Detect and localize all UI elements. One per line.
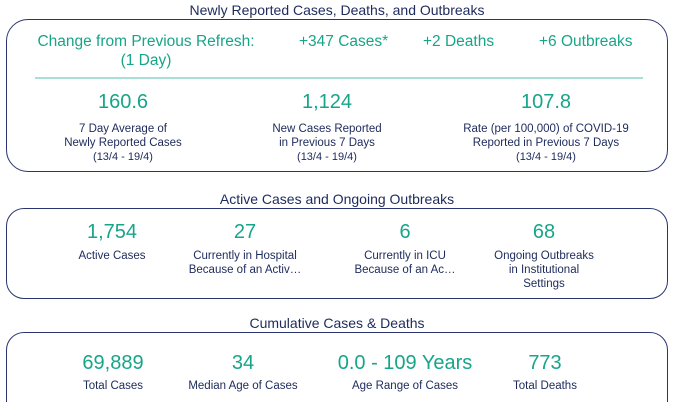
stat-desc-line1: Active Cases (78, 250, 146, 262)
stat-active-cases: 1,754 Active Cases (67, 220, 157, 263)
stat-label: Total Cases (82, 380, 144, 392)
stat-value: 0.0 - 109 Years (337, 352, 473, 374)
stat-desc-date: (13/4 - 19/4) (93, 151, 153, 163)
stat-ongoing-outbreaks: 68 Ongoing Outbreaks in Institutional Se… (479, 220, 609, 291)
deaths-change: +2 Deaths (423, 33, 495, 50)
stat-value: 69,889 (82, 352, 144, 374)
stat-total-deaths: 773 Total Deaths (495, 351, 595, 393)
stat-label: Age Range of Cases (351, 380, 459, 392)
active-section-title: Active Cases and Ongoing Outbreaks (219, 191, 455, 207)
cumulative-section-title: Cumulative Cases & Deaths (249, 315, 425, 331)
change-label-line2: (1 Day) (120, 52, 172, 69)
cases-change: +347 Cases* (299, 33, 389, 50)
outbreaks-change: +6 Outbreaks (539, 33, 633, 50)
stat-desc-line2: Because of an Activ… (188, 264, 302, 276)
stat-value: 107.8 (520, 91, 572, 113)
stat-desc-line2: Because of an Ac… (354, 264, 456, 276)
stat-desc-line2: Newly Reported Cases (64, 137, 182, 149)
stat-value: 160.6 (97, 91, 149, 113)
change-label: Change from Previous Refresh: (1 Day) (21, 32, 271, 70)
stat-7day-average: 160.6 7 Day Average of Newly Reported Ca… (43, 90, 203, 164)
stat-age-range: 0.0 - 109 Years Age Range of Cases (325, 351, 485, 393)
stat-value: 27 (233, 221, 257, 243)
stat-label: Median Age of Cases (188, 380, 298, 392)
stat-median-age: 34 Median Age of Cases (179, 351, 307, 393)
stat-in-hospital: 27 Currently in Hospital Because of an A… (177, 220, 313, 277)
stat-value: 773 (528, 352, 562, 374)
stat-desc-line2: Reported in Previous 7 Days (472, 137, 620, 149)
stat-desc-line1: 7 Day Average of (78, 123, 167, 135)
stat-value: 1,754 (86, 221, 138, 243)
stat-desc-date: (13/4 - 19/4) (516, 151, 576, 163)
stat-desc-line1: Ongoing Outbreaks (494, 250, 594, 262)
stat-total-cases: 69,889 Total Cases (63, 351, 163, 393)
summary-section-title: Newly Reported Cases, Deaths, and Outbre… (189, 2, 485, 18)
stat-desc-line1: Rate (per 100,000) of COVID-19 (463, 123, 629, 135)
stat-value: 34 (231, 352, 255, 374)
stat-value: 6 (399, 221, 411, 243)
divider (35, 77, 643, 79)
stat-value: 68 (532, 221, 556, 243)
stat-desc-date: (13/4 - 19/4) (297, 151, 357, 163)
cumulative-panel: 69,889 Total Cases 34 Median Age of Case… (6, 332, 668, 402)
stat-label: Total Deaths (513, 380, 577, 392)
stat-desc-line1: New Cases Reported (272, 123, 382, 135)
stat-new-cases-7days: 1,124 New Cases Reported in Previous 7 D… (247, 90, 407, 164)
stat-value: 1,124 (301, 91, 353, 113)
stat-desc-line1: Currently in ICU (364, 250, 446, 262)
stat-desc-line3: Settings (523, 278, 565, 290)
stat-desc-line2: in Previous 7 Days (279, 137, 375, 149)
stat-in-icu: 6 Currently in ICU Because of an Ac… (345, 220, 465, 277)
stat-desc-line1: Currently in Hospital (193, 250, 297, 262)
change-label-line1: Change from Previous Refresh: (37, 33, 255, 50)
stat-desc-line2: in Institutional (508, 264, 580, 276)
summary-panel: Change from Previous Refresh: (1 Day) +3… (6, 19, 668, 172)
stat-rate-per-100k: 107.8 Rate (per 100,000) of COVID-19 Rep… (441, 90, 651, 164)
active-panel: 1,754 Active Cases 27 Currently in Hospi… (6, 208, 668, 299)
